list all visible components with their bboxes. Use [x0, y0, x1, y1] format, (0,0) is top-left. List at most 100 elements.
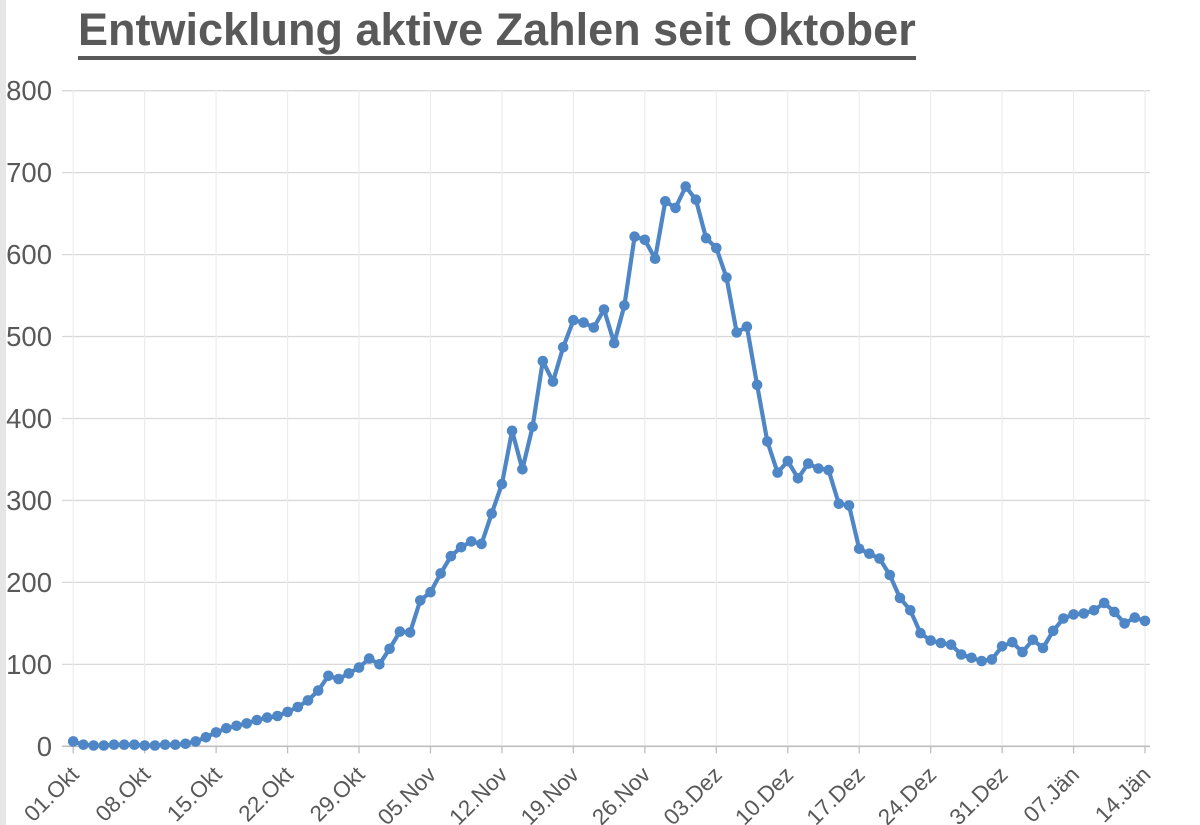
y-axis-tick-label: 500 — [6, 321, 52, 352]
data-point-marker — [343, 668, 355, 679]
y-axis-tick-label: 300 — [6, 485, 52, 516]
x-axis-tick-label: 03.Dez — [659, 762, 727, 825]
data-point-marker — [476, 538, 487, 550]
data-point-marker — [1068, 609, 1079, 620]
data-point-marker — [629, 231, 640, 242]
data-point-marker — [578, 317, 589, 328]
data-point-marker — [415, 595, 426, 606]
data-point-marker — [894, 592, 906, 604]
data-point-marker — [435, 568, 447, 579]
data-point-marker — [200, 732, 212, 743]
data-point-marker — [670, 202, 681, 214]
y-axis-tick-label: 100 — [6, 649, 52, 680]
x-axis-tick-label: 24.Dez — [873, 762, 941, 825]
data-point-marker — [690, 194, 702, 205]
data-point-marker — [180, 738, 191, 750]
data-point-marker — [231, 720, 242, 732]
data-point-marker — [496, 478, 508, 490]
data-point-marker — [118, 739, 130, 750]
data-point-marker — [802, 458, 814, 469]
data-point-marker — [1109, 606, 1120, 618]
x-axis-tick-label: 05.Nov — [373, 761, 442, 825]
x-axis-tick-label: 01.Okt — [19, 761, 84, 825]
data-point-marker — [915, 627, 926, 639]
data-point-marker — [833, 498, 845, 510]
data-point-marker — [170, 739, 181, 750]
data-point-marker — [292, 701, 304, 713]
x-axis-tick-label: 07.Jän — [1019, 762, 1084, 825]
data-point-marker — [772, 467, 783, 478]
data-point-marker — [374, 659, 385, 670]
chart-title: Entwicklung aktive Zahlen seit Oktober — [78, 6, 916, 61]
data-point-marker — [1027, 634, 1039, 646]
data-point-marker — [986, 654, 998, 665]
data-point-marker — [129, 739, 140, 750]
data-point-marker — [527, 421, 538, 433]
data-point-marker — [547, 376, 559, 387]
data-point-marker — [241, 718, 252, 729]
data-point-marker — [680, 181, 691, 192]
data-point-marker — [1047, 625, 1059, 637]
data-point-marker — [159, 739, 171, 750]
data-point-marker — [619, 300, 630, 311]
y-axis-tick-label: 400 — [6, 403, 52, 434]
data-point-marker — [864, 548, 875, 559]
data-point-marker — [98, 740, 110, 751]
data-point-marker — [711, 242, 722, 254]
x-axis-tick-label: 12.Nov — [444, 761, 513, 825]
data-point-marker — [251, 714, 263, 726]
data-point-marker — [333, 673, 344, 685]
data-point-marker — [956, 649, 967, 660]
data-point-marker — [1139, 615, 1151, 627]
data-point-marker — [466, 536, 477, 547]
data-point-marker — [608, 337, 620, 349]
data-point-marker — [731, 327, 742, 338]
data-point-marker — [282, 706, 293, 718]
data-point-marker — [976, 655, 987, 667]
data-point-marker — [557, 341, 569, 353]
data-point-marker — [568, 314, 579, 326]
data-point-marker — [486, 508, 498, 519]
data-point-marker — [588, 322, 600, 333]
data-point-marker — [1119, 618, 1130, 629]
data-point-marker — [67, 736, 79, 747]
data-point-marker — [221, 723, 232, 734]
data-point-marker — [639, 234, 651, 246]
data-point-marker — [945, 639, 957, 650]
y-axis-tick-label: 0 — [37, 731, 52, 762]
x-axis-tick-label: 31.Dez — [945, 762, 1013, 825]
chart-title-text: Entwicklung aktive Zahlen seit Oktober — [78, 6, 916, 61]
data-point-marker — [925, 635, 936, 646]
data-point-marker — [425, 586, 436, 598]
data-point-marker — [598, 304, 610, 315]
x-axis-tick-label: 26.Nov — [587, 761, 656, 825]
data-point-marker — [823, 464, 834, 476]
data-point-marker — [1037, 642, 1049, 654]
x-axis-tick-label: 14.Jän — [1090, 762, 1155, 825]
data-point-marker — [649, 253, 661, 264]
series-line — [71, 184, 1148, 748]
data-point-marker — [210, 727, 222, 738]
data-point-marker — [149, 740, 161, 751]
data-point-marker — [537, 355, 549, 367]
data-point-marker — [1058, 613, 1069, 624]
data-point-marker — [190, 736, 201, 747]
data-point-marker — [935, 637, 947, 649]
data-point-marker — [700, 232, 712, 244]
data-point-marker — [455, 541, 467, 553]
data-point-marker — [506, 425, 518, 437]
data-point-marker — [721, 272, 732, 283]
data-point-marker — [1088, 605, 1100, 616]
data-point-marker — [874, 553, 885, 564]
data-point-marker — [884, 569, 896, 581]
data-point-marker — [517, 464, 528, 475]
x-axis-tick-label: 22.Okt — [234, 761, 299, 825]
y-axis-tick-label: 700 — [6, 157, 52, 188]
data-point-marker — [363, 653, 375, 664]
data-point-marker — [78, 739, 89, 750]
data-point-marker — [323, 670, 334, 682]
data-point-marker — [762, 436, 773, 447]
data-point-marker — [353, 662, 365, 673]
data-point-marker — [1007, 636, 1018, 648]
